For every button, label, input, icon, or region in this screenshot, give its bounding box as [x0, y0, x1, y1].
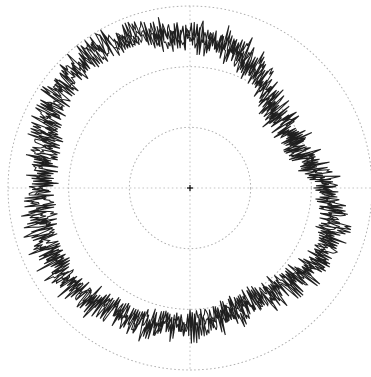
series-line-3: [21, 17, 352, 344]
grid-ring-1: [128, 126, 252, 250]
center-marker-group: [187, 185, 193, 191]
series-traces: [21, 17, 352, 344]
series-line-1: [27, 21, 348, 340]
